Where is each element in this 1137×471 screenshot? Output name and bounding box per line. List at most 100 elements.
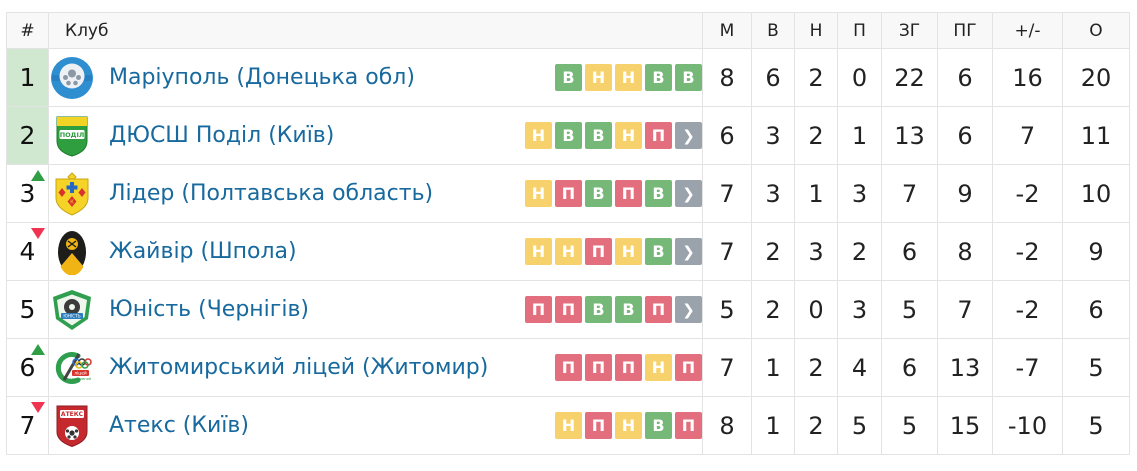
movement-down-icon	[31, 402, 45, 413]
header-points: О	[1062, 12, 1130, 49]
stat-goals-against: 13	[937, 338, 993, 397]
club-crest-icon	[49, 55, 95, 101]
stat-losses: 0	[837, 48, 882, 107]
position-number: 2	[19, 121, 36, 150]
position-number: 1	[19, 63, 36, 92]
form-badges: Н П В П В ❯	[525, 180, 702, 207]
club-link[interactable]: ДЮСШ Поділ (Київ)	[109, 123, 335, 148]
club-crest-icon: ЮНІСТЬ	[49, 287, 95, 333]
form-badge-win: В	[555, 64, 582, 91]
table-row: 5 ЮНІСТЬ Юність (Чернігів) П П В В П ❯ 5 2 0 …	[6, 280, 1130, 339]
position-number: 5	[19, 295, 36, 324]
club-link[interactable]: Житомирський ліцей (Житомир)	[109, 355, 489, 380]
svg-text:ліцей: ліцей	[74, 369, 87, 376]
form-badge-win: В	[645, 238, 672, 265]
stat-losses: 3	[837, 280, 882, 339]
stat-wins: 3	[751, 164, 795, 223]
form-badge-draw: Н	[615, 64, 642, 91]
club-link[interactable]: Атекс (Київ)	[109, 413, 249, 438]
header-goals-for: ЗГ	[881, 12, 938, 49]
stat-draws: 2	[794, 338, 838, 397]
form-more-button[interactable]: ❯	[675, 180, 702, 207]
form-badge-loss: П	[555, 296, 582, 323]
form-badge-draw: Н	[615, 122, 642, 149]
form-badge-win: В	[615, 296, 642, 323]
club-cell: ПОДІЛ ДЮСШ Поділ (Київ) Н В В Н П ❯	[48, 106, 703, 165]
position-cell: 7	[6, 396, 49, 455]
form-more-button[interactable]: ❯	[675, 238, 702, 265]
position-cell: 1	[6, 48, 49, 107]
form-badge-loss: П	[645, 296, 672, 323]
stat-goal-diff: -2	[992, 222, 1063, 281]
position-cell: 3	[6, 164, 49, 223]
stat-draws: 2	[794, 48, 838, 107]
position-cell: 4	[6, 222, 49, 281]
header-draws: Н	[794, 12, 838, 49]
form-badge-loss: П	[525, 296, 552, 323]
stat-points: 6	[1062, 280, 1130, 339]
svg-text:ПОДІЛ: ПОДІЛ	[60, 131, 85, 139]
stat-wins: 2	[751, 280, 795, 339]
stat-goal-diff: -2	[992, 280, 1063, 339]
stat-points: 5	[1062, 338, 1130, 397]
form-more-button[interactable]: ❯	[675, 122, 702, 149]
svg-text:спортивний: спортивний	[70, 377, 91, 381]
stat-goals-for: 6	[881, 338, 938, 397]
form-badge-loss: П	[585, 412, 612, 439]
position-cell: 6	[6, 338, 49, 397]
club-cell: Жайвір (Шпола) Н Н П Н В ❯	[48, 222, 703, 281]
stat-draws: 1	[794, 164, 838, 223]
form-badge-draw: Н	[585, 64, 612, 91]
stat-losses: 5	[837, 396, 882, 455]
club-crest-icon: ПОДІЛ	[49, 113, 95, 159]
header-position: #	[6, 12, 49, 49]
header-matches: М	[702, 12, 752, 49]
form-badges: Н В В Н П ❯	[525, 122, 702, 149]
form-badge-draw: Н	[525, 180, 552, 207]
header-goals-against: ПГ	[937, 12, 993, 49]
club-link[interactable]: Маріуполь (Донецька обл)	[109, 65, 415, 90]
club-cell: ліцей спортивний Житомирський ліцей (Жито…	[48, 338, 703, 397]
stat-points: 11	[1062, 106, 1130, 165]
form-badges: Н Н П Н В ❯	[525, 238, 702, 265]
position-number: 7	[19, 411, 36, 440]
stat-losses: 2	[837, 222, 882, 281]
stat-goals-for: 7	[881, 164, 938, 223]
form-badge-win: В	[585, 296, 612, 323]
header-losses: П	[837, 12, 882, 49]
form-badge-draw: Н	[525, 238, 552, 265]
club-link[interactable]: Жайвір (Шпола)	[109, 239, 297, 264]
stat-goals-for: 5	[881, 396, 938, 455]
form-badge-loss: П	[555, 180, 582, 207]
club-link[interactable]: Лідер (Полтавська область)	[109, 181, 434, 206]
club-link[interactable]: Юність (Чернігів)	[109, 297, 309, 322]
stat-points: 20	[1062, 48, 1130, 107]
form-badge-loss: П	[645, 122, 672, 149]
stat-goals-for: 6	[881, 222, 938, 281]
stat-losses: 3	[837, 164, 882, 223]
stat-wins: 1	[751, 396, 795, 455]
svg-text:К: К	[70, 199, 74, 205]
movement-up-icon	[31, 170, 45, 181]
form-badge-draw: Н	[525, 122, 552, 149]
form-badge-win: В	[645, 64, 672, 91]
svg-text:ЮНІСТЬ: ЮНІСТЬ	[63, 313, 80, 318]
form-badge-draw: Н	[555, 412, 582, 439]
form-badge-loss: П	[615, 354, 642, 381]
stat-matches: 6	[702, 106, 752, 165]
club-crest-icon	[49, 229, 95, 275]
table-row: 6 ліцей спортивний Житомирський ліцей (Жи…	[6, 338, 1130, 397]
stat-goals-against: 8	[937, 222, 993, 281]
form-more-button[interactable]: ❯	[675, 296, 702, 323]
stat-goals-against: 6	[937, 48, 993, 107]
position-number: 3	[19, 179, 36, 208]
stat-matches: 5	[702, 280, 752, 339]
form-badge-win: В	[675, 64, 702, 91]
form-badge-loss: П	[675, 354, 702, 381]
